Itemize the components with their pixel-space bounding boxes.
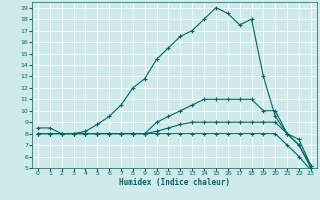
X-axis label: Humidex (Indice chaleur): Humidex (Indice chaleur) (119, 178, 230, 187)
